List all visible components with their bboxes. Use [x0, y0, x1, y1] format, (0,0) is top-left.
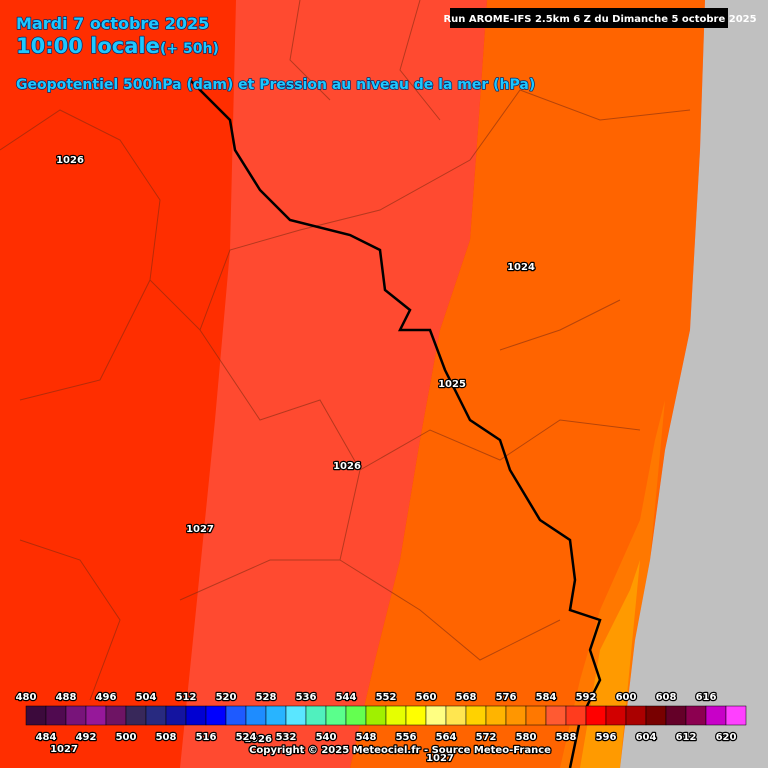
- scale-box: [565, 705, 587, 726]
- pressure-label: 1027: [186, 524, 214, 535]
- outside-domain: [620, 0, 768, 768]
- date: Mardi 7 octobre 2025: [16, 14, 209, 33]
- scale-box: [625, 705, 647, 726]
- scale-label: 616: [696, 692, 717, 703]
- scale-label: 484: [36, 732, 57, 743]
- scale-box: [405, 705, 427, 726]
- scale-label: 612: [676, 732, 697, 743]
- scale-label: 504: [136, 692, 157, 703]
- scale-label: 532: [276, 732, 297, 743]
- scale-box: [425, 705, 447, 726]
- scale-label: 492: [76, 732, 97, 743]
- scale-box: [525, 705, 547, 726]
- scale-box: [225, 705, 247, 726]
- scale-box: [285, 705, 307, 726]
- scale-label: 496: [96, 692, 117, 703]
- scale-label: 580: [516, 732, 537, 743]
- scale-label: 564: [436, 732, 457, 743]
- scale-box: [25, 705, 47, 726]
- color-scale: 480 484 488 492 496 500 504 508 512 516 520 524 528 5…: [14, 691, 747, 744]
- scale-label: 592: [576, 692, 597, 703]
- scale-box: [505, 705, 527, 726]
- scale-label: 600: [616, 692, 637, 703]
- scale-label: 528: [256, 692, 277, 703]
- scale-label: 556: [396, 732, 417, 743]
- lead-time: (+ 50h): [160, 41, 219, 57]
- pressure-label: 1026: [333, 461, 361, 472]
- scale-label: 608: [656, 692, 677, 703]
- time: 10:00 locale: [16, 34, 160, 58]
- scale-box: [605, 705, 627, 726]
- scale-box: [705, 705, 727, 726]
- scale-label: 552: [376, 692, 397, 703]
- scale-label: 516: [196, 732, 217, 743]
- scale-box: [265, 705, 287, 726]
- pressure-label: 1024: [507, 262, 535, 273]
- scale-label: 520: [216, 692, 237, 703]
- zone-576: [560, 400, 665, 768]
- scale-label: 508: [156, 732, 177, 743]
- pressure-label: 1027: [50, 744, 78, 755]
- scale-box: [725, 705, 747, 726]
- scale-label: 540: [316, 732, 337, 743]
- scale-box: [325, 705, 347, 726]
- scale-box: [85, 705, 107, 726]
- scale-box: [485, 705, 507, 726]
- scale-box: [205, 705, 227, 726]
- country-border: [189, 79, 602, 769]
- scale-label: 604: [636, 732, 657, 743]
- run-box: [450, 8, 728, 28]
- scale-box: [445, 705, 467, 726]
- pressure-label: 1025: [438, 379, 466, 390]
- scale-box: [185, 705, 207, 726]
- scale-box: [365, 705, 387, 726]
- scale-box: [545, 705, 567, 726]
- pressure-label: 1026: [56, 155, 84, 166]
- scale-box: [305, 705, 327, 726]
- pressure-label: 1026: [244, 734, 272, 745]
- scale-label: 584: [536, 692, 557, 703]
- scale-label: 560: [416, 692, 437, 703]
- run-info: Run AROME-IFS 2.5km 6 Z du Dimanche 5 oc…: [443, 14, 756, 25]
- scale-label: 536: [296, 692, 317, 703]
- scale-label: 512: [176, 692, 197, 703]
- scale-box: [105, 705, 127, 726]
- scale-box: [685, 705, 707, 726]
- subtitle: Geopotentiel 500hPa (dam) et Pression au…: [16, 77, 535, 93]
- scale-box: [45, 705, 67, 726]
- scale-box: [125, 705, 147, 726]
- scale-box: [345, 705, 367, 726]
- scale-box: [245, 705, 267, 726]
- scale-label: 480: [16, 692, 37, 703]
- scale-label: 524: [236, 732, 257, 743]
- scale-label: 548: [356, 732, 377, 743]
- scale-box: [385, 705, 407, 726]
- scale-label: 596: [596, 732, 617, 743]
- copyright: Copyright © 2025 Meteociel.fr - Source M…: [249, 745, 551, 756]
- scale-box: [665, 705, 687, 726]
- zone-584: [180, 0, 487, 768]
- scale-label: 500: [116, 732, 137, 743]
- scale-label: 568: [456, 692, 477, 703]
- pressure-label: 1027: [426, 753, 454, 764]
- scale-label: 572: [476, 732, 497, 743]
- scale-box: [65, 705, 87, 726]
- scale-label: 576: [496, 692, 517, 703]
- scale-box: [165, 705, 187, 726]
- scale-label: 588: [556, 732, 577, 743]
- scale-label: 544: [336, 692, 357, 703]
- scale-box: [585, 705, 607, 726]
- scale-box: [145, 705, 167, 726]
- scale-label: 488: [56, 692, 77, 703]
- scale-box: [645, 705, 667, 726]
- region-borders: [0, 0, 691, 701]
- scale-label: 620: [716, 732, 737, 743]
- scale-box: [465, 705, 487, 726]
